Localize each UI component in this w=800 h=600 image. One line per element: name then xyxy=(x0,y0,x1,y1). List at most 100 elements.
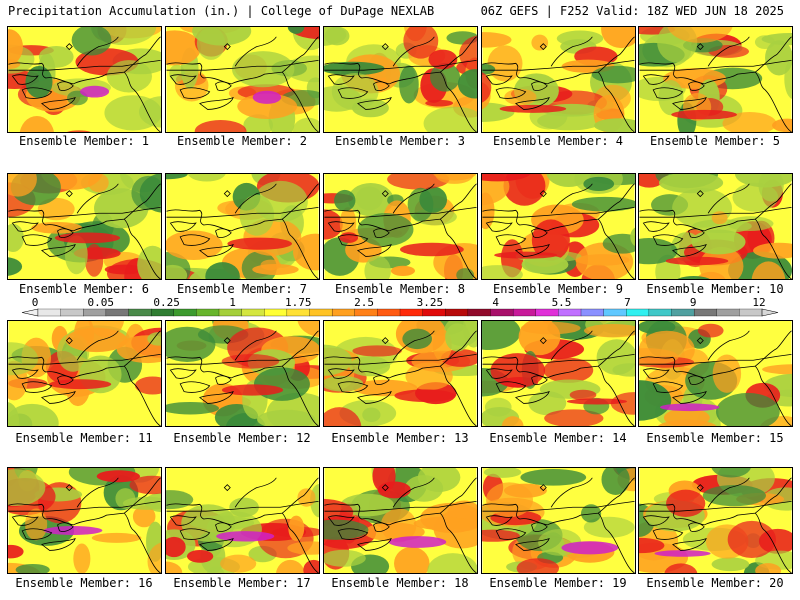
colorbar-swatch xyxy=(37,308,62,317)
ensemble-member-label: Ensemble Member: 11 xyxy=(15,431,153,445)
precipitation-field xyxy=(482,27,635,132)
ensemble-member-map xyxy=(165,173,320,280)
ensemble-member-label: Ensemble Member: 9 xyxy=(492,282,624,296)
ensemble-member-map xyxy=(638,320,793,427)
ensemble-member-label: Ensemble Member: 15 xyxy=(646,431,784,445)
colorbar-tick-label: 0.25 xyxy=(153,296,180,309)
precipitation-field xyxy=(482,321,635,426)
colorbar-tick-label: 9 xyxy=(690,296,697,309)
ensemble-member-map xyxy=(638,467,793,574)
colorbar-tick-label: 7 xyxy=(624,296,631,309)
colorbar-swatch xyxy=(626,308,650,317)
precipitation-field xyxy=(482,468,635,573)
colorbar-swatch xyxy=(173,308,197,317)
precipitation-field xyxy=(639,321,792,426)
precipitation-field xyxy=(639,468,792,573)
ensemble-member-map xyxy=(7,26,162,133)
colorbar-tick-label: 5.5 xyxy=(552,296,572,309)
colorbar-swatch xyxy=(83,308,107,317)
colorbar-tick-label: 1 xyxy=(229,296,236,309)
ensemble-member-label: Ensemble Member: 12 xyxy=(173,431,311,445)
ensemble-member-map xyxy=(323,173,478,280)
colorbar-swatch xyxy=(241,308,265,317)
ensemble-member-map xyxy=(7,173,162,280)
colorbar-swatch xyxy=(105,308,129,317)
ensemble-member-map xyxy=(481,26,636,133)
precipitation-field xyxy=(324,321,477,426)
colorbar-swatch xyxy=(377,308,401,317)
ensemble-member-map xyxy=(323,467,478,574)
colorbar-tick-label: 4 xyxy=(492,296,499,309)
ensemble-member-map xyxy=(638,173,793,280)
precipitation-field xyxy=(324,27,477,132)
colorbar-max-arrow xyxy=(761,308,779,317)
precipitation-field xyxy=(324,174,477,279)
colorbar-swatch xyxy=(286,308,310,317)
ensemble-member-label: Ensemble Member: 16 xyxy=(15,576,153,590)
colorbar-tick-label: 2.5 xyxy=(354,296,374,309)
colorbar-swatch xyxy=(445,308,469,317)
precipitation-field xyxy=(166,27,319,132)
ensemble-member-map xyxy=(481,320,636,427)
run-valid-time: 06Z GEFS | F252 Valid: 18Z WED JUN 18 20… xyxy=(480,4,784,18)
ensemble-member-label: Ensemble Member: 14 xyxy=(489,431,627,445)
colorbar-tick-label: 0.05 xyxy=(88,296,115,309)
precipitation-field xyxy=(324,468,477,573)
colorbar-swatch xyxy=(354,308,378,317)
precipitation-field xyxy=(166,174,319,279)
ensemble-member-map xyxy=(165,320,320,427)
precipitation-field xyxy=(166,321,319,426)
ensemble-member-map xyxy=(7,467,162,574)
ensemble-member-label: Ensemble Member: 4 xyxy=(492,134,624,148)
colorbar-swatch xyxy=(512,308,537,317)
colorbar-swatch xyxy=(128,308,152,317)
colorbar-tick-label: 3.25 xyxy=(417,296,444,309)
colorbar-swatch xyxy=(693,308,718,317)
ensemble-member-label: Ensemble Member: 20 xyxy=(646,576,784,590)
ensemble-member-label: Ensemble Member: 6 xyxy=(18,282,150,296)
colorbar-swatch xyxy=(648,308,672,317)
ensemble-member-label: Ensemble Member: 13 xyxy=(331,431,469,445)
ensemble-member-map xyxy=(165,26,320,133)
ensemble-member-map xyxy=(638,26,793,133)
ensemble-member-label: Ensemble Member: 8 xyxy=(334,282,466,296)
colorbar-swatch xyxy=(60,308,84,317)
colorbar-swatch xyxy=(739,308,763,317)
colorbar-swatch xyxy=(580,308,605,317)
colorbar-tick-label: 1.75 xyxy=(285,296,312,309)
ensemble-member-label: Ensemble Member: 1 xyxy=(18,134,150,148)
colorbar-swatch xyxy=(150,308,175,317)
ensemble-member-label: Ensemble Member: 7 xyxy=(176,282,308,296)
colorbar-swatch xyxy=(558,308,582,317)
ensemble-member-map xyxy=(7,320,162,427)
precipitation-field xyxy=(639,27,792,132)
colorbar-swatch xyxy=(196,308,220,317)
ensemble-member-map xyxy=(481,173,636,280)
colorbar-swatch xyxy=(422,308,446,317)
map-title: Precipitation Accumulation (in.) | Colle… xyxy=(8,4,435,18)
colorbar-tick-label: 0 xyxy=(32,296,39,309)
colorbar-swatch xyxy=(535,308,559,317)
colorbar-swatch xyxy=(399,308,424,317)
colorbar-swatch xyxy=(603,308,627,317)
colorbar-swatch xyxy=(218,308,243,317)
colorbar-swatch xyxy=(490,308,514,317)
colorbar-swatch xyxy=(309,308,333,317)
colorbar-min-arrow xyxy=(21,308,39,317)
precipitation-field xyxy=(639,174,792,279)
ensemble-member-label: Ensemble Member: 10 xyxy=(646,282,784,296)
ensemble-member-label: Ensemble Member: 17 xyxy=(173,576,311,590)
colorbar-swatch xyxy=(264,308,288,317)
precipitation-field xyxy=(8,468,161,573)
ensemble-member-map xyxy=(481,467,636,574)
colorbar-swatch xyxy=(467,308,491,317)
ensemble-member-label: Ensemble Member: 18 xyxy=(331,576,469,590)
precipitation-field xyxy=(8,174,161,279)
precipitation-field xyxy=(482,174,635,279)
colorbar-tick-label: 12 xyxy=(752,296,765,309)
precipitation-field xyxy=(8,27,161,132)
ensemble-member-map xyxy=(323,320,478,427)
precipitation-field xyxy=(166,468,319,573)
colorbar-legend: 0 0.05 0.25 1 1.75 2.5 3.25 4 5.5 7 9 12 xyxy=(21,296,779,317)
